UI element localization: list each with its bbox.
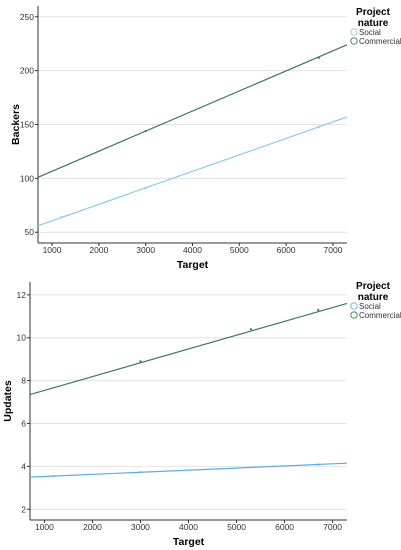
legend-marker-social-icon <box>350 28 358 36</box>
data-point-social <box>139 471 142 474</box>
data-point-social <box>60 216 63 219</box>
data-point-commercial <box>317 56 321 59</box>
data-point-commercial <box>144 129 147 133</box>
plot-area <box>30 282 347 520</box>
x-tick-label: 1000 <box>43 245 62 255</box>
legend-marker-social-icon <box>350 302 358 310</box>
y-tick-label: 6 <box>21 419 26 429</box>
x-tick-label: 6000 <box>275 522 294 532</box>
y-tick-label: 12 <box>17 290 27 300</box>
x-tick-label: 2000 <box>89 245 108 255</box>
legend-title: Project <box>356 281 391 292</box>
x-tick-label: 6000 <box>277 245 296 255</box>
y-tick-label: 2 <box>21 504 26 514</box>
series-line-social <box>29 462 348 478</box>
data-point-commercial <box>139 360 142 363</box>
series-line-commercial <box>37 44 348 178</box>
x-axis-title: Target <box>173 536 205 548</box>
y-axis-title: Updates <box>2 380 14 422</box>
x-tick-label: 3000 <box>131 522 150 532</box>
series-line-social <box>37 116 348 227</box>
legend-label-social: Social <box>359 28 381 37</box>
x-tick-label: 4000 <box>179 522 198 532</box>
y-tick-label: 10 <box>17 333 27 343</box>
y-tick-label: 100 <box>20 173 34 183</box>
data-point-social <box>52 474 56 478</box>
legend-marker-commercial-icon <box>350 37 358 45</box>
series-line-commercial <box>29 302 348 396</box>
x-tick-label: 7000 <box>323 245 342 255</box>
legend-label-social: Social <box>359 302 381 311</box>
y-tick-label: 50 <box>25 227 35 237</box>
data-point-social <box>317 463 320 466</box>
y-tick-label: 250 <box>20 12 34 22</box>
x-axis-title: Target <box>177 259 209 271</box>
x-tick-label: 3000 <box>136 245 155 255</box>
legend-label-commercial: Commercial <box>359 311 401 320</box>
x-tick-label: 4000 <box>183 245 202 255</box>
legend-marker-commercial-icon <box>350 311 358 319</box>
x-tick-label: 5000 <box>230 245 249 255</box>
legend-title: nature <box>358 292 389 303</box>
y-tick-label: 8 <box>21 376 26 386</box>
y-tick-label: 200 <box>20 66 34 76</box>
x-tick-label: 1000 <box>35 522 54 532</box>
chart-1-group: 50 100 150 200 250 1000 2000 3000 4000 5000 6000 70… <box>10 6 401 271</box>
y-tick-label: 4 <box>21 461 26 471</box>
data-point-social <box>144 186 147 190</box>
legend-label-commercial: Commercial <box>359 37 401 46</box>
data-point-social <box>317 125 321 128</box>
legend-title: nature <box>358 18 389 29</box>
data-point-commercial <box>317 308 320 311</box>
chart-2-group: 2 4 6 8 10 12 1000 2000 3000 4000 5000 6000 7000 Targ… <box>2 281 401 548</box>
legend-title: Project <box>356 7 391 18</box>
y-tick-label: 150 <box>20 120 34 130</box>
y-axis-title: Backers <box>10 104 22 145</box>
data-point-commercial <box>249 328 253 331</box>
x-tick-label: 2000 <box>83 522 102 532</box>
x-tick-label: 5000 <box>227 522 246 532</box>
x-tick-label: 7000 <box>323 522 342 532</box>
